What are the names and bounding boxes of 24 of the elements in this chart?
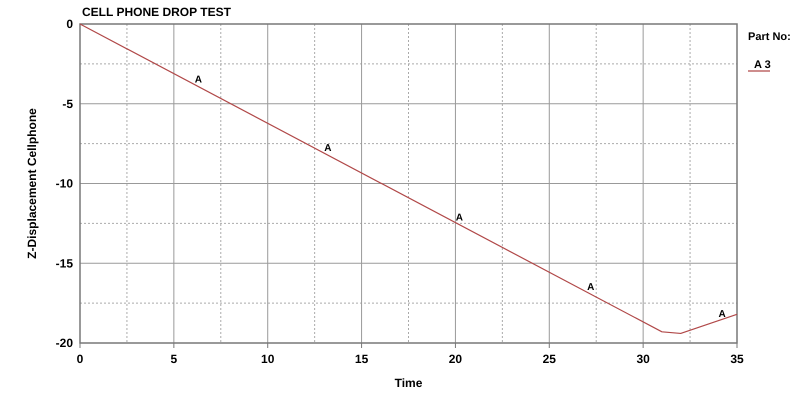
legend-title: Part No: — [748, 31, 791, 43]
x-tick-label: 0 — [76, 352, 84, 366]
x-tick-label: 25 — [542, 352, 556, 366]
x-tick-label: 35 — [730, 352, 744, 366]
chart-title: CELL PHONE DROP TEST — [82, 5, 232, 19]
x-tick-label: 10 — [261, 352, 275, 366]
x-tick-label: 20 — [448, 352, 462, 366]
annotation: A — [194, 74, 202, 86]
annotation: A — [587, 282, 594, 294]
y-tick-label: 0 — [66, 17, 74, 31]
x-tick-label: 30 — [636, 352, 650, 366]
y-tick-label: -5 — [62, 96, 74, 111]
x-tick-label: 5 — [170, 352, 178, 366]
annotation: A — [324, 143, 332, 154]
text: A 3 — [754, 59, 771, 71]
line-series — [79, 23, 738, 334]
x-tick-label: 15 — [354, 352, 369, 366]
y-tick-label: -20 — [56, 336, 74, 350]
annotation: A — [718, 309, 726, 320]
y-axis-title: Z-Displacement Cellphone — [25, 108, 39, 259]
x-axis-title: Time — [394, 376, 423, 390]
annotation: A — [456, 212, 463, 224]
y-tick-label: -15 — [56, 256, 74, 270]
y-tick-label: -10 — [56, 176, 74, 190]
